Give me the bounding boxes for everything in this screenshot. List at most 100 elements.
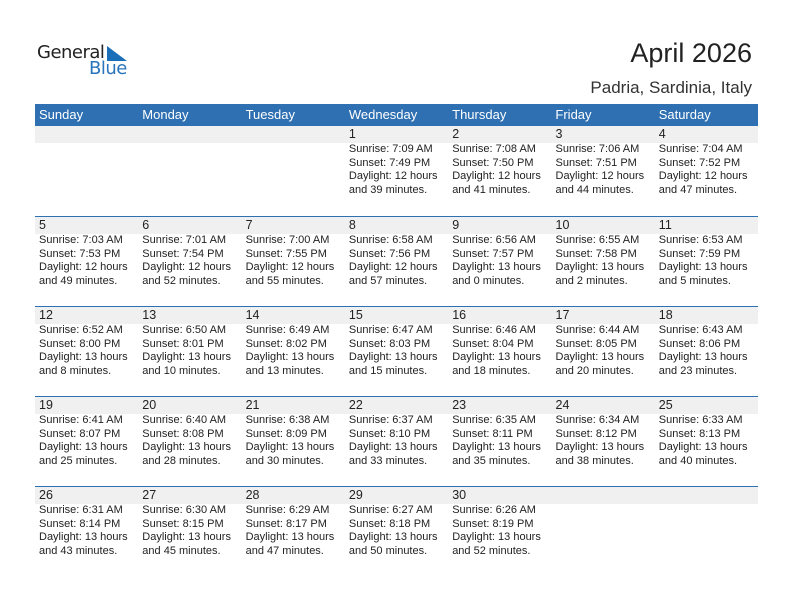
week-row: 12 Sunrise: 6:52 AM Sunset: 8:00 PM Dayligh… — [35, 306, 758, 396]
daylight-text: Daylight: 13 hours — [555, 441, 645, 453]
day-cell: 21 Sunrise: 6:38 AM Sunset: 8:09 PM Dayligh… — [242, 397, 345, 486]
daylight-minutes-text: and 52 minutes. — [452, 544, 531, 557]
day-number: 1 — [348, 127, 356, 141]
calendar-grid: 1 Sunrise: 7:09 AM Sunset: 7:49 PM Daylight… — [35, 126, 758, 576]
sunset-text: Sunset: 8:04 PM — [452, 337, 534, 350]
sunset-text: Sunset: 8:11 PM — [452, 427, 533, 440]
week-row: 26 Sunrise: 6:31 AM Sunset: 8:14 PM Dayligh… — [35, 486, 758, 576]
daylight-text: Daylight: 13 hours — [245, 441, 335, 453]
weekday-tuesday: Tuesday — [245, 107, 295, 122]
day-cell: 25 Sunrise: 6:33 AM Sunset: 8:13 PM Dayligh… — [655, 397, 758, 486]
location: Padria, Sardinia, Italy — [590, 78, 752, 97]
daylight-text: Daylight: 13 hours — [142, 531, 231, 543]
day-cell: 27 Sunrise: 6:30 AM Sunset: 8:15 PM Dayligh… — [138, 487, 241, 576]
sunset-text: Sunset: 7:56 PM — [348, 247, 431, 260]
sunrise-text: Sunrise: 6:49 AM — [245, 324, 330, 336]
sunrise-text: Sunrise: 6:43 AM — [658, 324, 743, 336]
sunrise-text: Sunrise: 6:58 AM — [348, 234, 433, 246]
sunrise-text: Sunrise: 6:47 AM — [348, 324, 433, 336]
sunset-text: Sunset: 7:59 PM — [658, 247, 741, 260]
day-cell: 12 Sunrise: 6:52 AM Sunset: 8:00 PM Dayligh… — [35, 307, 138, 396]
day-number: 25 — [658, 398, 673, 412]
day-cell: 1 Sunrise: 7:09 AM Sunset: 7:49 PM Daylight… — [345, 126, 448, 216]
sunset-text: Sunset: 8:13 PM — [658, 427, 741, 440]
daylight-text: Daylight: 12 hours — [348, 261, 438, 273]
day-cell: 6 Sunrise: 7:01 AM Sunset: 7:54 PM Daylight… — [138, 217, 241, 306]
daylight-minutes-text: and 57 minutes. — [348, 274, 428, 287]
daylight-minutes-text: and 10 minutes. — [142, 364, 221, 377]
daylight-text: Daylight: 13 hours — [555, 261, 645, 273]
day-number: 24 — [555, 398, 570, 412]
day-cell: 19 Sunrise: 6:41 AM Sunset: 8:07 PM Dayligh… — [35, 397, 138, 486]
day-number: 29 — [348, 488, 363, 502]
daylight-text: Daylight: 12 hours — [452, 170, 541, 182]
day-number: 13 — [142, 308, 157, 322]
sunset-text: Sunset: 8:07 PM — [39, 427, 121, 440]
sunset-text: Sunset: 7:54 PM — [142, 247, 224, 260]
sunset-text: Sunset: 7:52 PM — [658, 156, 741, 169]
day-cell: 4 Sunrise: 7:04 AM Sunset: 7:52 PM Daylight… — [655, 126, 758, 216]
daylight-minutes-text: and 44 minutes. — [555, 183, 634, 196]
day-number: 5 — [39, 218, 46, 232]
day-cell: 30 Sunrise: 6:26 AM Sunset: 8:19 PM Dayligh… — [448, 487, 551, 576]
weekday-sunday: Sunday — [39, 107, 84, 122]
daylight-text: Daylight: 13 hours — [142, 351, 231, 363]
day-number: 11 — [658, 218, 672, 232]
daylight-minutes-text: and 47 minutes. — [245, 544, 324, 557]
daylight-minutes-text: and 23 minutes. — [658, 364, 738, 377]
daylight-minutes-text: and 45 minutes. — [142, 544, 221, 557]
sunrise-text: Sunrise: 6:55 AM — [555, 234, 640, 246]
daylight-text: Daylight: 13 hours — [348, 531, 438, 543]
daylight-text: Daylight: 13 hours — [452, 531, 541, 543]
daylight-minutes-text: and 50 minutes. — [348, 544, 428, 557]
sunset-text: Sunset: 8:01 PM — [142, 337, 224, 350]
daylight-text: Daylight: 13 hours — [348, 441, 438, 453]
sunrise-text: Sunrise: 6:35 AM — [452, 414, 536, 426]
daylight-text: Daylight: 13 hours — [39, 351, 128, 363]
day-number: 27 — [142, 488, 157, 502]
daylight-minutes-text: and 30 minutes. — [245, 454, 324, 467]
logo-blue: Blue — [89, 58, 127, 79]
daylight-minutes-text: and 0 minutes. — [452, 274, 525, 287]
daylight-minutes-text: and 8 minutes. — [39, 364, 112, 377]
day-number: 12 — [39, 308, 53, 322]
sunset-text: Sunset: 8:06 PM — [658, 337, 741, 350]
sunset-text: Sunset: 8:14 PM — [39, 517, 121, 530]
day-cell: 10 Sunrise: 6:55 AM Sunset: 7:58 PM Dayligh… — [552, 217, 655, 306]
date-band — [35, 307, 758, 324]
day-number: 4 — [658, 127, 666, 141]
day-number: 26 — [39, 488, 53, 502]
sunset-text: Sunset: 7:53 PM — [39, 247, 121, 260]
day-cell: 16 Sunrise: 6:46 AM Sunset: 8:04 PM Dayligh… — [448, 307, 551, 396]
sunrise-text: Sunrise: 7:04 AM — [658, 143, 743, 155]
day-cell: 14 Sunrise: 6:49 AM Sunset: 8:02 PM Dayligh… — [242, 307, 345, 396]
day-cell: 23 Sunrise: 6:35 AM Sunset: 8:11 PM Dayligh… — [448, 397, 551, 486]
sunset-text: Sunset: 8:08 PM — [142, 427, 224, 440]
daylight-text: Daylight: 13 hours — [452, 441, 541, 453]
daylight-minutes-text: and 55 minutes. — [245, 274, 324, 287]
logo-general: General — [37, 42, 105, 63]
daylight-text: Daylight: 13 hours — [658, 351, 748, 363]
day-number: 22 — [348, 398, 363, 412]
day-number: 10 — [555, 218, 570, 232]
weekday-wednesday: Wednesday — [348, 107, 418, 122]
sunrise-text: Sunrise: 7:09 AM — [348, 143, 433, 155]
day-number: 2 — [452, 127, 460, 141]
day-cell: 28 Sunrise: 6:29 AM Sunset: 8:17 PM Dayligh… — [242, 487, 345, 576]
day-cell: 3 Sunrise: 7:06 AM Sunset: 7:51 PM Daylight… — [552, 126, 655, 216]
daylight-minutes-text: and 41 minutes. — [452, 183, 531, 196]
daylight-text: Daylight: 13 hours — [39, 441, 128, 453]
daylight-text: Daylight: 13 hours — [452, 261, 541, 273]
sunrise-text: Sunrise: 6:31 AM — [39, 504, 123, 516]
sunset-text: Sunset: 7:58 PM — [555, 247, 637, 260]
sunrise-text: Sunrise: 6:38 AM — [245, 414, 330, 426]
date-band — [35, 397, 758, 414]
daylight-text: Daylight: 13 hours — [348, 351, 438, 363]
sunrise-text: Sunrise: 7:01 AM — [142, 234, 227, 246]
daylight-text: Daylight: 12 hours — [245, 261, 335, 273]
daylight-text: Daylight: 13 hours — [245, 531, 335, 543]
daylight-minutes-text: and 15 minutes. — [348, 364, 428, 377]
sunset-text: Sunset: 8:12 PM — [555, 427, 637, 440]
sunrise-text: Sunrise: 6:53 AM — [658, 234, 743, 246]
day-number: 17 — [555, 308, 570, 322]
